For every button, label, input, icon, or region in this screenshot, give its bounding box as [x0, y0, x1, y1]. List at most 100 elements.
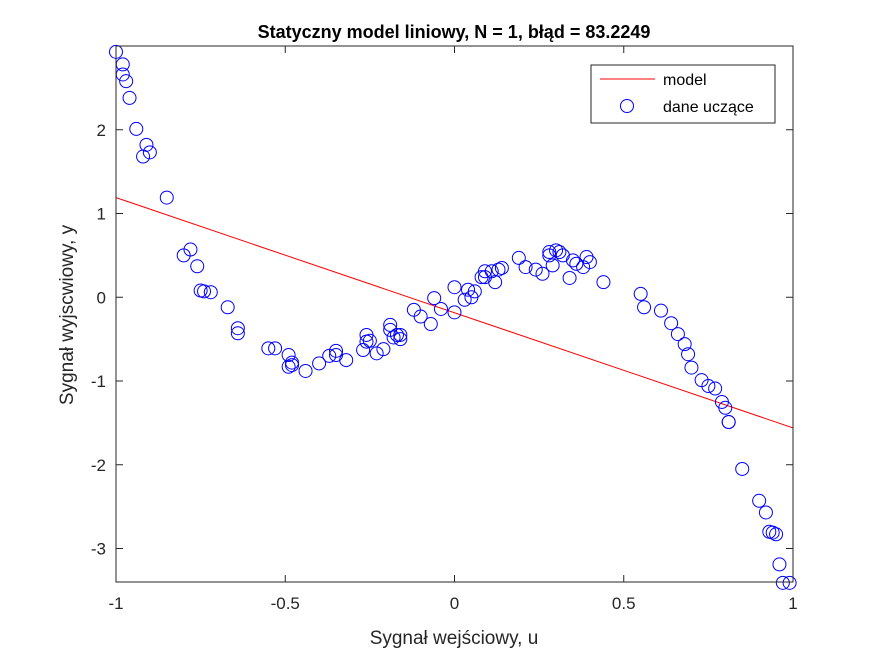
data-point [582, 255, 597, 270]
data-point [579, 250, 594, 265]
x-tick-label: 1 [788, 594, 797, 613]
data-point [461, 282, 476, 297]
data-point [356, 343, 371, 358]
legend-model-label: model [663, 72, 707, 89]
data-point [769, 527, 784, 542]
data-point [129, 121, 144, 136]
data-point [268, 341, 283, 356]
data-point [765, 525, 780, 540]
data-point [298, 363, 313, 378]
data-point [183, 242, 198, 257]
x-tick-label: 0.5 [612, 594, 636, 613]
data-point [782, 575, 797, 590]
data-point [376, 342, 391, 357]
data-point [545, 258, 560, 273]
y-tick-label: -1 [91, 372, 106, 391]
data-point [427, 291, 442, 306]
chart-title: Statyczny model liniowy, N = 1, błąd = 8… [258, 22, 651, 42]
data-point [230, 326, 245, 341]
x-tick-label: -0.5 [271, 594, 300, 613]
data-point [775, 575, 790, 590]
data-point [393, 327, 408, 342]
data-point [535, 266, 550, 281]
legend-data-marker-icon [620, 99, 634, 113]
model-line [116, 197, 793, 429]
data-point [413, 309, 428, 324]
data-point [637, 300, 652, 315]
series-layer [116, 197, 793, 429]
data-point [484, 264, 499, 279]
data-point [653, 303, 668, 318]
data-point [569, 256, 584, 271]
data-point [681, 347, 696, 362]
data-point [718, 400, 733, 415]
marker-layer [109, 44, 797, 590]
data-point [339, 353, 354, 368]
legend-data-label: dane uczące [663, 99, 754, 116]
data-point [281, 348, 296, 363]
data-point [457, 292, 472, 307]
data-point [721, 415, 736, 430]
data-point [261, 341, 276, 356]
data-point [467, 284, 482, 299]
data-point [285, 355, 300, 370]
legend: model dane uczące [590, 64, 776, 124]
data-point [139, 137, 154, 152]
data-point [670, 327, 685, 342]
data-point [528, 262, 543, 277]
data-point [122, 90, 137, 105]
data-point [758, 505, 773, 520]
data-point [423, 317, 438, 332]
data-point [565, 253, 580, 268]
data-point [562, 270, 577, 285]
data-point [433, 301, 448, 316]
data-point [511, 250, 526, 265]
data-point [312, 356, 327, 371]
data-point [772, 557, 787, 572]
data-point [119, 74, 134, 89]
data-point [684, 360, 699, 375]
x-tick-label: -1 [108, 594, 123, 613]
data-point [701, 379, 716, 394]
data-point [230, 321, 245, 336]
data-point [518, 260, 533, 275]
data-point [386, 330, 401, 345]
data-point [362, 333, 377, 348]
data-point [542, 245, 557, 260]
data-point [664, 316, 679, 331]
data-point [369, 346, 384, 361]
data-point [633, 286, 648, 301]
data-point [447, 305, 462, 320]
data-point [142, 145, 157, 160]
data-point [447, 280, 462, 295]
data-point [677, 337, 692, 352]
y-tick-label: -2 [91, 456, 106, 475]
data-point [197, 284, 212, 299]
data-point [203, 285, 218, 300]
y-tick-label: 0 [97, 288, 106, 307]
y-tick-label: 2 [97, 121, 106, 140]
data-point [735, 461, 750, 476]
tick-layer: -1 -0.5 0 0.5 1 -3 -2 -1 0 1 2 [91, 46, 798, 613]
data-point [494, 260, 509, 275]
data-point [596, 275, 611, 290]
data-point [329, 343, 344, 358]
y-tick-label: 1 [97, 205, 106, 224]
data-point [708, 381, 723, 396]
data-point [552, 245, 567, 260]
data-point [389, 327, 404, 342]
y-tick-label: -3 [91, 540, 106, 559]
y-axis-label: Sygnał wyjscwiowy, y [57, 224, 78, 405]
data-point [159, 190, 174, 205]
legend-box [590, 64, 776, 124]
x-axis-label: Sygnał wejściowy, u [370, 628, 539, 649]
data-point [190, 259, 205, 274]
data-point [752, 493, 767, 508]
data-point [491, 262, 506, 277]
data-point [281, 359, 296, 374]
data-point [393, 332, 408, 347]
data-point [477, 264, 492, 279]
plot-area [116, 46, 793, 582]
